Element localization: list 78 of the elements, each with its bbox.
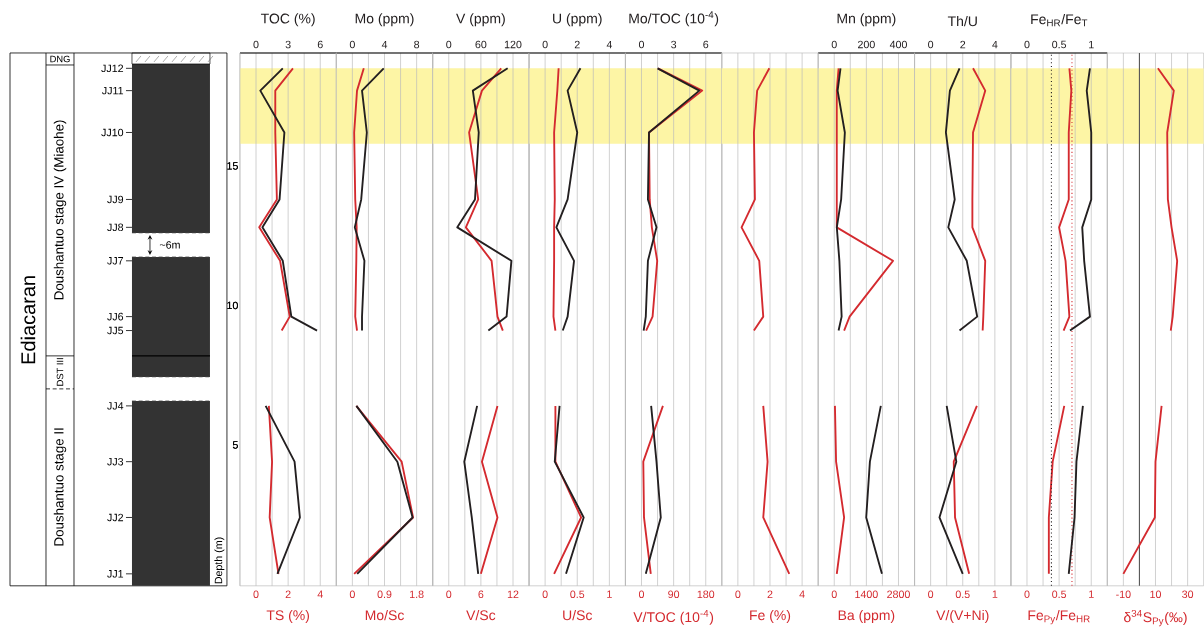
x-tick-label: 6 xyxy=(478,590,484,599)
text: DST III xyxy=(56,358,64,386)
x-axis-title: V/TOC (10$^{-4}$) xyxy=(633,609,714,625)
y-tick-label: 10 xyxy=(227,301,238,310)
x2-tick-label: 200 xyxy=(858,40,875,49)
y-tick-label: 15 xyxy=(227,162,238,170)
x2-tick-label: 120 xyxy=(504,40,522,49)
x-tick-label: 1 xyxy=(607,590,612,598)
text: JJ5 xyxy=(107,326,124,335)
text: JJ11 xyxy=(102,87,124,95)
x-tick-label: 0.5 xyxy=(955,590,970,599)
x2-axis-title: U (ppm) xyxy=(553,13,602,27)
x-tick-label: 10 xyxy=(1150,590,1162,599)
x-axis-title: δ$^{34}$S$_{Py}$(‰) xyxy=(1124,610,1187,627)
x-tick-label: 0 xyxy=(542,590,548,599)
x-tick-label: 180 xyxy=(697,590,715,599)
text: Doushantuo stage II xyxy=(53,428,67,546)
y-tick-label: 5 xyxy=(232,441,238,449)
x-tick-label: 1 xyxy=(992,590,998,598)
text: JJ6 xyxy=(107,312,124,321)
x-tick-label: 0.5 xyxy=(1052,40,1067,49)
x-tick-label: 1 xyxy=(1089,41,1094,49)
x2-axis-title: Mo/TOC (10$^{-4}$) xyxy=(629,11,719,27)
x2-axis-title: V (ppm) xyxy=(456,13,505,27)
x-tick-label: 4 xyxy=(799,590,805,598)
x-axis-title: V/Sc xyxy=(466,610,496,621)
x-tick-label: 0 xyxy=(1024,40,1030,49)
x2-axis-title: Fe$_{HR}$/Fe$_{T}$ xyxy=(1031,14,1088,27)
text: JJ4 xyxy=(107,402,124,410)
line-series xyxy=(258,67,294,332)
x-tick-label: 90 xyxy=(668,590,680,599)
x-axis-title: Ba (ppm) xyxy=(838,610,895,624)
x2-tick-label: 3 xyxy=(285,40,291,49)
text: DNG xyxy=(50,55,70,63)
x2-axis-title: Mn (ppm) xyxy=(837,13,896,27)
x2-tick-label: 3 xyxy=(671,40,677,49)
x2-axis-title: Mo (ppm) xyxy=(355,13,414,27)
text: JJ12 xyxy=(101,64,124,73)
x-tick-label: 0 xyxy=(928,590,934,599)
x-tick-label: 12 xyxy=(507,590,519,599)
x-tick-label: 2 xyxy=(285,590,291,599)
text: JJ7 xyxy=(107,257,124,265)
text: Doushantuo stage IV (Miaohe) xyxy=(53,120,67,300)
x2-axis-title: TOC (%) xyxy=(260,13,315,27)
text: JJ9 xyxy=(107,195,124,204)
text: JJ3 xyxy=(107,458,124,466)
x2-tick-label: 60 xyxy=(475,40,487,49)
x-axis-title: U/Sc xyxy=(563,610,593,621)
y-axis-title: Depth (m) xyxy=(214,537,225,584)
text: JJ2 xyxy=(107,513,124,522)
x-tick-label: 0 xyxy=(446,590,452,599)
text: JJ10 xyxy=(101,128,124,137)
x-axis-title: TS (%) xyxy=(266,610,310,624)
x-axis-title: V/(V+Ni) xyxy=(936,610,989,624)
x-tick-label: 0 xyxy=(253,590,259,599)
x-tick-label: 0.5 xyxy=(570,590,585,599)
x-tick-label: 2 xyxy=(767,590,773,599)
x2-tick-label: 400 xyxy=(889,40,907,49)
x-tick-label: 0.9 xyxy=(377,590,392,599)
x2-tick-label: 8 xyxy=(414,40,420,49)
text: Ediacaran xyxy=(20,276,36,364)
text: JJ8 xyxy=(107,223,124,232)
x-axis-title: Fe (%) xyxy=(750,610,791,624)
x-tick-label: 30 xyxy=(1182,590,1194,599)
x-tick-label: 0 xyxy=(831,590,837,599)
x-tick-label: 1.8 xyxy=(410,590,424,599)
text: JJ1 xyxy=(107,570,124,578)
x-tick-label: 0 xyxy=(638,590,645,599)
x-tick-label: 0 xyxy=(735,590,741,599)
x-tick-label: 4 xyxy=(317,590,323,598)
x-tick-label: 0 xyxy=(349,590,355,599)
x-tick-label: -10 xyxy=(1116,590,1131,599)
x-tick-label: 1400 xyxy=(855,590,878,599)
text: ~6m xyxy=(159,241,180,249)
x-axis-title: Fe$_{Py}$/Fe$_{HR}$ xyxy=(1028,610,1090,625)
x2-axis-title: Th/U xyxy=(947,16,977,27)
x-tick-label: 2800 xyxy=(887,590,910,599)
x-axis-title: Mo/Sc xyxy=(365,610,404,621)
